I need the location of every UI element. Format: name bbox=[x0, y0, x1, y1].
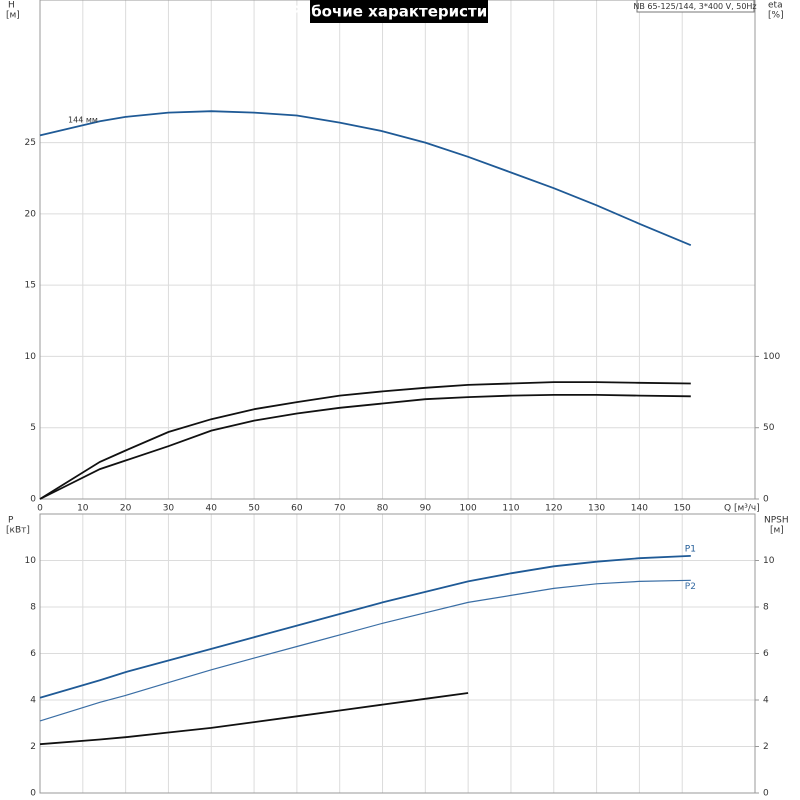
x-tick-label: 90 bbox=[420, 504, 432, 514]
y2-tick-label: 100 bbox=[763, 352, 780, 362]
y-tick-label: 6 bbox=[30, 649, 36, 659]
plot-frame bbox=[39, 0, 756, 500]
y-tick-label: 0 bbox=[30, 789, 36, 799]
y2-axis-units: [%] bbox=[768, 11, 784, 21]
y2-tick-label: 0 bbox=[763, 495, 769, 505]
y-axis-label: P bbox=[8, 516, 14, 526]
y-tick-label: 10 bbox=[25, 352, 37, 362]
curve bbox=[39, 381, 691, 500]
y2-tick-label: 50 bbox=[763, 423, 775, 433]
plots: 0 10 20 30 40 50 60 70 80 90 100 110 120 130 140 150051… bbox=[25, 0, 780, 799]
y2-axis-label: eta bbox=[768, 1, 783, 11]
x-tick-label: 20 bbox=[120, 504, 132, 514]
x-tick-label: 140 bbox=[631, 504, 648, 514]
y2-tick-label: 2 bbox=[763, 742, 769, 752]
y-tick-label: 8 bbox=[30, 603, 36, 613]
y-tick-label: 25 bbox=[25, 138, 36, 148]
x-tick-label: 110 bbox=[502, 504, 519, 514]
x-tick-label: 40 bbox=[206, 504, 218, 514]
x-tick-label: 0 bbox=[37, 504, 43, 514]
plot-frame bbox=[39, 513, 756, 794]
curve bbox=[39, 579, 691, 722]
curve bbox=[39, 110, 692, 247]
curve bbox=[39, 555, 691, 699]
y-tick-label: 4 bbox=[30, 696, 36, 706]
curve bbox=[39, 692, 469, 746]
y2-tick-label: 0 bbox=[763, 789, 769, 799]
subtitle-box bbox=[636, 0, 755, 13]
y-tick-label: 15 bbox=[25, 281, 36, 291]
y2-tick-label: 4 bbox=[763, 696, 769, 706]
y-tick-label: 20 bbox=[25, 209, 37, 219]
x-tick-label: 50 bbox=[248, 504, 260, 514]
y2-tick-label: 6 bbox=[763, 649, 769, 659]
x-tick-label: 150 bbox=[674, 504, 691, 514]
curve-label: 144 мм bbox=[68, 116, 98, 125]
x-tick-label: 120 bbox=[545, 504, 562, 514]
y-axis-units: [м] bbox=[6, 11, 20, 21]
y-axis-label: H bbox=[8, 1, 15, 11]
chart-subtitle: NB 65-125/144, 3*400 V, 50Hz bbox=[633, 2, 756, 11]
curve-label: P1 bbox=[685, 544, 696, 554]
y-axis-units: [кВт] bbox=[6, 526, 30, 536]
y2-tick-label: 10 bbox=[763, 556, 775, 566]
curve-label: P2 bbox=[685, 582, 696, 592]
y2-tick-label: 8 bbox=[763, 603, 769, 613]
y2-axis-units: [м] bbox=[770, 526, 784, 536]
x-tick-label: 60 bbox=[291, 504, 303, 514]
chart-title: Рабочие характеристики bbox=[290, 3, 508, 21]
y-tick-label: 5 bbox=[30, 423, 36, 433]
x-tick-label: 70 bbox=[334, 504, 346, 514]
x-tick-label: 80 bbox=[377, 504, 389, 514]
y-tick-label: 2 bbox=[30, 742, 36, 752]
y2-axis-label: NPSH bbox=[764, 516, 789, 526]
x-tick-label: 30 bbox=[163, 504, 175, 514]
y-tick-label: 10 bbox=[25, 556, 37, 566]
x-tick-label: 10 bbox=[77, 504, 89, 514]
curve bbox=[39, 394, 691, 500]
x-tick-label: 100 bbox=[460, 504, 477, 514]
y-tick-label: 0 bbox=[30, 495, 36, 505]
x-tick-label: 130 bbox=[588, 504, 605, 514]
x-axis-label: Q [м³/ч] bbox=[724, 504, 760, 514]
title-box bbox=[310, 0, 488, 23]
